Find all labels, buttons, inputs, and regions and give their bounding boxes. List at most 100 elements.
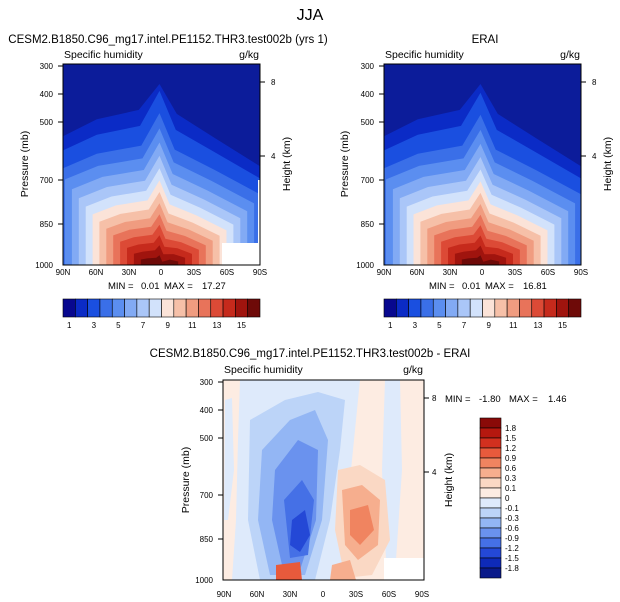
colorbar-label: 13	[212, 321, 221, 330]
x-tick-label: 60S	[382, 590, 396, 599]
colorbar-label: 3	[413, 321, 418, 330]
panel-diff-field-label: Specific humidity	[224, 364, 304, 376]
panel-diff-title: CESM2.B1850.C96_mg17.intel.PE1152.THR3.t…	[150, 348, 471, 360]
colorbar-label: 7	[462, 321, 467, 330]
y-tick-label: 850	[40, 220, 54, 229]
panel-obs: ERAI Specific humidity g/kg 300 400 500 …	[339, 34, 614, 292]
y-tick-label: 1000	[195, 576, 213, 585]
colorbar-label: -0.3	[505, 514, 519, 523]
panel-obs-frame	[383, 63, 582, 266]
colorbar-swatch	[568, 298, 582, 318]
panel-model-height-axis: 8 4	[260, 78, 276, 161]
colorbar-swatch	[479, 447, 502, 459]
panel-diff-ylabel: Pressure (mb)	[180, 447, 192, 514]
panel-obs-units: g/kg	[560, 49, 580, 61]
panel-obs-stats: MIN = 0.01 MAX = 16.81	[429, 281, 547, 292]
colorbar-swatch	[99, 298, 113, 318]
colorbar-swatch	[479, 527, 502, 539]
colorbar-label: -0.6	[505, 524, 519, 533]
colorbar-swatch	[479, 567, 502, 579]
colorbar-swatch	[519, 298, 533, 318]
colorbar-label: -0.1	[505, 504, 519, 513]
colorbar-label: 11	[509, 321, 518, 330]
colorbar-swatch	[136, 298, 150, 318]
y-tick-label: 700	[361, 176, 375, 185]
height-tick-label: 8	[271, 78, 276, 87]
contour-level	[350, 505, 374, 545]
colorbar-label: 13	[533, 321, 542, 330]
x-tick-label: 60S	[541, 268, 555, 277]
colorbar-swatch	[556, 298, 569, 318]
colorbar-label: 5	[116, 321, 121, 330]
colorbar-label: 1	[388, 321, 393, 330]
colorbar-obs: 1 3 5 7 9 11 13 15	[383, 298, 582, 330]
colorbar-swatch	[185, 298, 199, 318]
panel-model-y-ticks: 300 400 500 700 850 1000	[35, 62, 63, 270]
x-tick-label: 0	[159, 268, 164, 277]
height-tick-label: 8	[432, 394, 437, 403]
x-tick-label: 60N	[410, 268, 425, 277]
colorbar-label: 0.1	[505, 484, 517, 493]
colorbar-label: 1.5	[505, 434, 517, 443]
x-tick-label: 60S	[220, 268, 234, 277]
y-tick-label: 300	[200, 378, 214, 387]
colorbar-swatch	[235, 298, 248, 318]
contour-level	[224, 398, 234, 520]
colorbar-model: 1 3 5 7 9 11 13 15	[62, 298, 261, 330]
x-tick-label: 30N	[443, 268, 458, 277]
contour-level	[276, 562, 302, 580]
colorbar-swatch	[432, 298, 446, 318]
panel-diff-contours	[223, 380, 424, 580]
panel-model-masked-area	[222, 243, 260, 265]
colorbar-swatch	[408, 298, 422, 318]
x-tick-label: 90S	[253, 268, 267, 277]
min-value: -1.80	[479, 394, 501, 405]
contour-level	[290, 510, 310, 552]
colorbar-swatch	[198, 298, 212, 318]
colorbar-label: 0	[505, 494, 510, 503]
colorbar-label: 0.9	[505, 454, 517, 463]
max-value: 16.81	[523, 281, 547, 292]
panel-model-plot	[62, 63, 261, 266]
max-label: MAX =	[509, 394, 538, 405]
panel-diff-units: g/kg	[403, 364, 423, 376]
height-tick-label: 4	[592, 152, 597, 161]
panel-model-ylabel-right: Height (km)	[281, 137, 293, 191]
colorbar-label: -0.9	[505, 534, 519, 543]
panel-diff: CESM2.B1850.C96_mg17.intel.PE1152.THR3.t…	[150, 348, 567, 599]
colorbar-swatch	[479, 557, 502, 569]
height-tick-label: 4	[432, 468, 437, 477]
panel-model-x-ticks: 90N 60N 30N 0 30S 60S 90S	[56, 268, 267, 277]
x-tick-label: 30S	[349, 590, 363, 599]
max-value: 17.27	[202, 281, 226, 292]
max-value: 1.46	[548, 394, 567, 405]
colorbar-swatch	[479, 457, 502, 469]
colorbar-swatch	[479, 497, 502, 509]
x-tick-label: 60N	[89, 268, 104, 277]
y-tick-label: 1000	[35, 261, 53, 270]
colorbar-swatch	[210, 298, 224, 318]
y-tick-label: 700	[200, 491, 214, 500]
y-tick-label: 400	[200, 406, 214, 415]
panel-obs-ylabel-right: Height (km)	[602, 137, 614, 191]
colorbar-swatch	[479, 417, 502, 429]
panel-model-units: g/kg	[239, 49, 259, 61]
y-tick-label: 700	[40, 176, 54, 185]
colorbar-label: 9	[486, 321, 491, 330]
colorbar-label: 5	[437, 321, 442, 330]
colorbar-label: 3	[92, 321, 97, 330]
colorbar-label: 11	[188, 321, 197, 330]
x-tick-label: 90N	[377, 268, 392, 277]
colorbar-swatch	[494, 298, 508, 318]
panel-model-title: CESM2.B1850.C96_mg17.intel.PE1152.THR3.t…	[8, 34, 328, 46]
min-value: 0.01	[141, 281, 160, 292]
colorbar-swatch	[62, 298, 76, 318]
colorbar-label: 9	[165, 321, 170, 330]
colorbar-swatch	[383, 298, 397, 318]
min-label: MIN =	[429, 281, 455, 292]
y-tick-label: 500	[361, 118, 375, 127]
height-tick-label: 8	[592, 78, 597, 87]
x-tick-label: 30N	[283, 590, 298, 599]
x-tick-label: 90S	[415, 590, 429, 599]
y-tick-label: 300	[361, 62, 375, 71]
